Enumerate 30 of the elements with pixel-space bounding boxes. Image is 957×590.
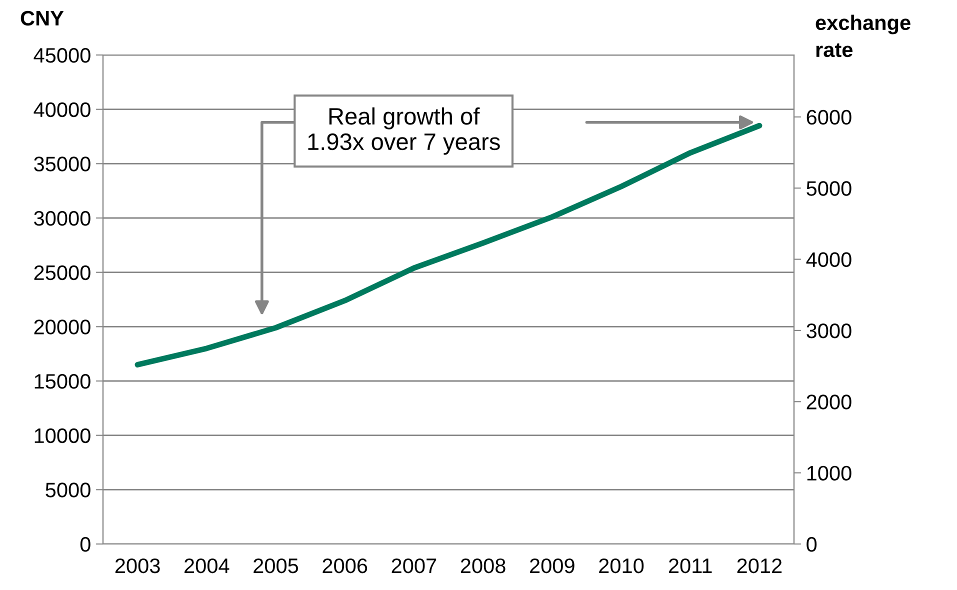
- y2-tick-label: 2000: [806, 394, 852, 410]
- y2-tick-label: 4000: [806, 252, 852, 268]
- annotation: Real growth of 1.93x over 7 years: [308, 107, 500, 155]
- x-tick-label: 2012: [737, 558, 782, 574]
- y-tick-label: 10000: [34, 428, 90, 444]
- x-tick-label: 2005: [254, 558, 298, 574]
- y-tick-label: 30000: [34, 211, 90, 226]
- y2-tick-label: 5000: [806, 181, 852, 196]
- y2-axis-title: exchange rate: [816, 14, 910, 58]
- y2-tick-label: 6000: [806, 110, 852, 125]
- y-tick-label: 25000: [34, 265, 90, 280]
- y2-tick-label: 0: [806, 537, 817, 552]
- x-tick-label: 2009: [530, 558, 574, 574]
- y-tick-label: 45000: [34, 48, 90, 63]
- y-axis-title: CNY: [20, 10, 64, 26]
- y-tick-label: 20000: [34, 320, 90, 334]
- y2-tick-label: 1000: [807, 466, 852, 481]
- y-tick-label: 35000: [34, 156, 90, 172]
- y-tick-label: 0: [80, 537, 90, 552]
- x-tick-label: 2004: [184, 558, 230, 574]
- y2-tick-label: 3000: [806, 323, 852, 338]
- x-tick-label: 2008: [460, 558, 506, 574]
- x-tick-label: 2003: [115, 558, 160, 574]
- x-tick-label: 2006: [322, 558, 368, 574]
- y-tick-label: 5000: [46, 482, 90, 498]
- y-tick-label: 15000: [34, 374, 90, 389]
- x-tick-label: 2007: [392, 558, 436, 574]
- x-tick-label: 2011: [668, 558, 712, 574]
- y-tick-label: 40000: [34, 102, 90, 118]
- x-tick-label: 2010: [599, 558, 644, 574]
